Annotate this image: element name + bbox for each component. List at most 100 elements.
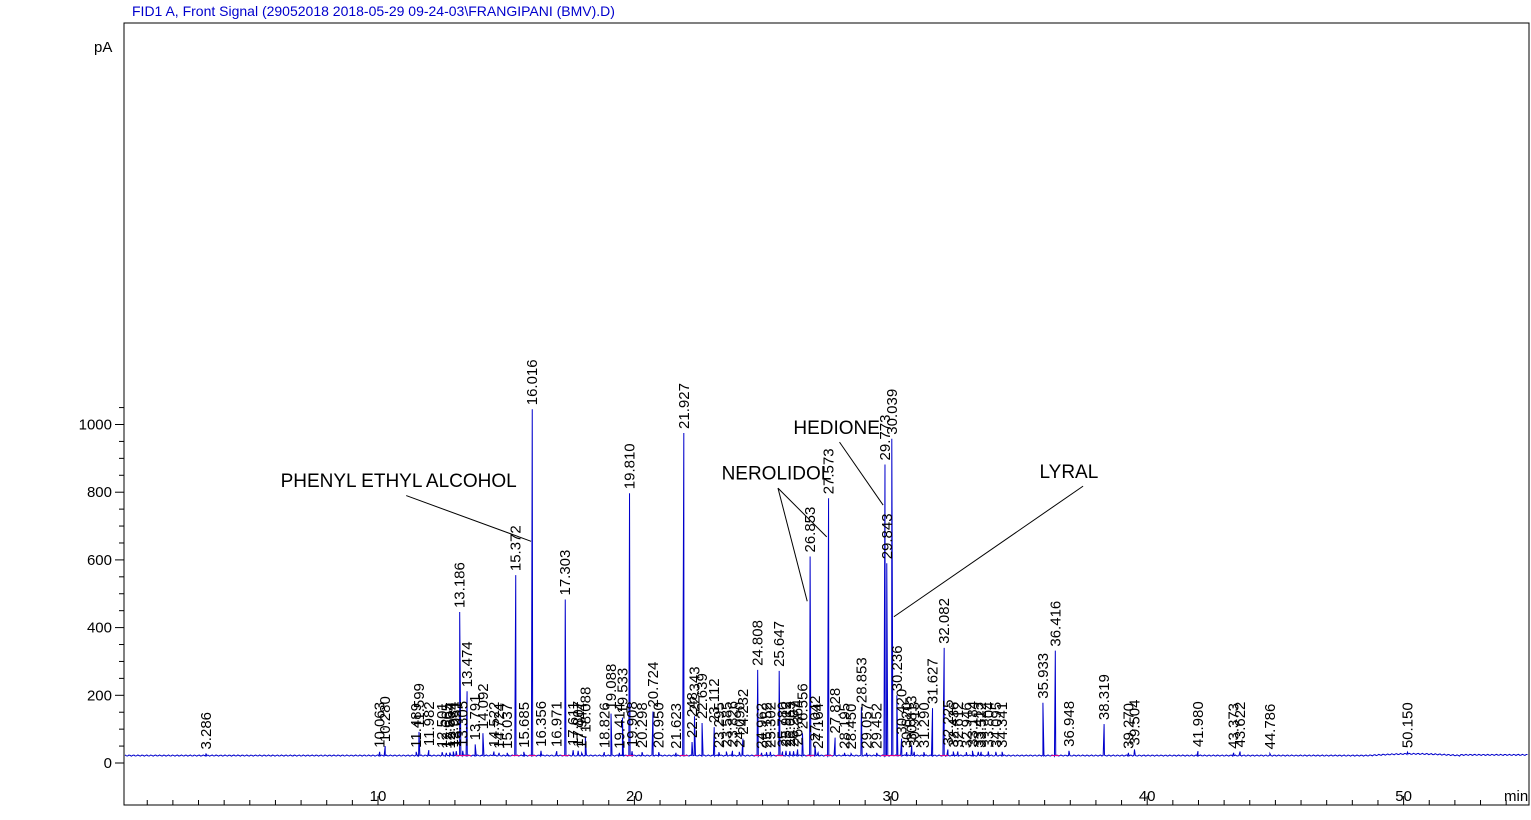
peak-label: 43.622 [1232, 702, 1249, 748]
annotation-leader [777, 488, 808, 602]
y-tick-label: 600 [87, 552, 112, 569]
peak-label: 36.948 [1061, 701, 1078, 747]
peak-label: 50.150 [1399, 702, 1416, 748]
annotation-leader [406, 495, 532, 542]
peak-label: 32.612 [950, 702, 967, 748]
peak-label: 23.112 [706, 678, 723, 723]
x-axis-unit: min [1504, 788, 1528, 805]
peak-label: 20.950 [651, 702, 668, 748]
peak-label: 11.599 [411, 683, 428, 728]
peak-label: 19.908 [624, 701, 641, 747]
peak-label: 22.639 [694, 673, 711, 719]
peak-label: 10.280 [377, 696, 394, 742]
peak-label: 24.090 [731, 702, 748, 748]
y-tick-label: 1000 [79, 417, 112, 434]
peak-label: 28.450 [843, 704, 860, 750]
peak-label: 12.804 [442, 703, 459, 749]
peak-label: 24.232 [735, 689, 752, 735]
peak-label: 28.853 [853, 657, 870, 703]
peak-label: 25.647 [771, 621, 788, 667]
peak-label: 25.780 [775, 702, 792, 748]
peak-label: 12.665 [438, 703, 455, 749]
peak-label: 32.436 [945, 702, 962, 748]
peak-label: 39.270 [1120, 703, 1137, 749]
peak-label: 35.933 [1035, 653, 1052, 699]
plot-frame [123, 22, 1530, 806]
peak-label: 22.343 [686, 666, 703, 712]
annotation-leader [893, 485, 1084, 618]
peak-label: 43.373 [1226, 703, 1243, 749]
y-tick-label: 0 [104, 755, 112, 772]
signal-layer [124, 409, 1528, 758]
peak-label: 18.826 [596, 702, 613, 748]
peak-label: 34.095 [988, 702, 1005, 748]
peak-label: 25.302 [762, 702, 779, 748]
x-tick-label: 40 [1139, 788, 1156, 805]
peak-label: 31.627 [925, 658, 942, 704]
peak-label: 30.620 [899, 702, 916, 748]
peak-label: 19.088 [603, 664, 620, 710]
axis-ticks: 0 200 400 600 800 1000 10 20 30 40 50 [79, 407, 1507, 805]
peak-label: 27.164 [810, 703, 827, 749]
peak-label: 27.573 [821, 448, 838, 494]
peak-label: 17.611 [565, 701, 582, 746]
peak-label: 30.236 [889, 645, 906, 691]
peak-label: 14.522 [486, 702, 503, 748]
peak-label: 21.927 [676, 383, 693, 429]
y-axis-unit: pA [94, 39, 112, 56]
peak-label: 27.828 [827, 688, 844, 734]
peak-label: 13.305 [455, 701, 472, 747]
peak-label: 14.092 [475, 683, 492, 729]
peak-label: 29.843 [879, 513, 896, 559]
peak-label: 25.912 [778, 701, 795, 747]
peak-label: 22.248 [684, 692, 701, 738]
peak-label: 25.152 [758, 702, 775, 748]
x-tick-label: 30 [882, 788, 899, 805]
peak-label: 26.364 [790, 700, 807, 746]
x-tick-label: 20 [626, 788, 643, 805]
peak-label: 26.853 [802, 507, 819, 553]
peak-label: 13.051 [448, 701, 465, 747]
peak-label: 21.623 [668, 703, 685, 749]
annotation-label: HEDIONE [793, 418, 880, 439]
annotation-label: PHENYL ETHYL ALCOHOL [281, 471, 517, 492]
peak-label: 26.556 [794, 683, 811, 729]
peak-label: 32.082 [936, 598, 953, 644]
peak-label: 29.057 [859, 703, 876, 749]
peak-label: 13.186 [452, 562, 469, 608]
peak-label: 19.810 [622, 443, 639, 489]
peak-label: 26.063 [782, 701, 799, 747]
peak-label: 17.944 [574, 703, 591, 749]
peak-label: 16.016 [524, 359, 541, 405]
peak-label: 30.913 [906, 702, 923, 748]
peak-label: 13.791 [467, 694, 484, 740]
peak-label: 16.971 [549, 701, 566, 747]
peak-label: 41.980 [1190, 701, 1207, 747]
peak-label: 13.474 [459, 641, 476, 687]
peak-label: 3.286 [198, 712, 215, 750]
peak-label: 11.489 [408, 703, 425, 748]
peak-label: 39.504 [1126, 700, 1143, 746]
peak-label: 14.724 [491, 703, 508, 749]
annotation-label: NEROLIDOL [722, 464, 832, 485]
annotation-leader [839, 441, 884, 506]
annotation-label: LYRAL [1040, 462, 1099, 483]
peak-label: 27.042 [807, 696, 824, 742]
y-tick-label: 200 [87, 687, 112, 704]
peak-label: 17.303 [557, 550, 574, 596]
x-tick-label: 50 [1395, 788, 1412, 805]
peak-label: 15.372 [508, 525, 525, 571]
signal-trace [124, 409, 1528, 758]
chart-title: FID1 A, Front Signal (29052018 2018-05-2… [132, 3, 615, 19]
peak-label: 32.946 [958, 702, 975, 748]
peak-label: 34.341 [994, 702, 1011, 748]
peak-label: 29.452 [869, 703, 886, 749]
peak-label: 23.295 [711, 702, 728, 748]
peak-label: 30.813 [904, 696, 921, 742]
peak-label: 32.225 [940, 700, 957, 746]
peak-label: 30.039 [884, 389, 901, 435]
peak-label: 26.207 [786, 701, 803, 747]
peak-label: 20.724 [645, 662, 662, 708]
